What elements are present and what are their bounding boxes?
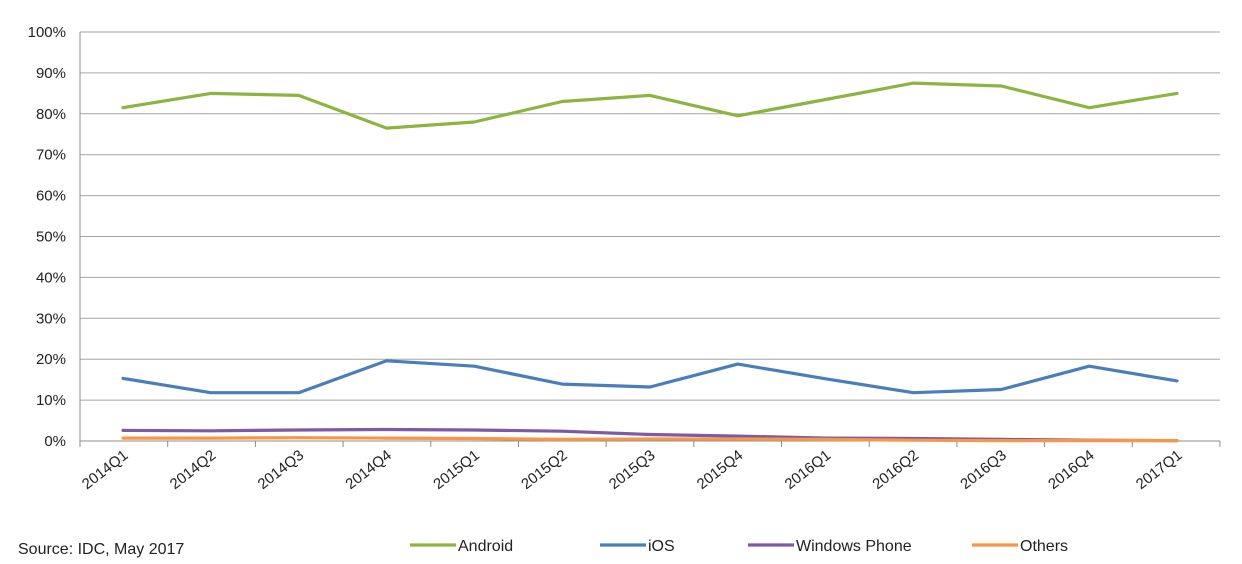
y-tick-label: 10%	[36, 392, 66, 409]
y-tick-label: 60%	[36, 188, 66, 205]
y-tick-label: 30%	[36, 310, 66, 327]
y-tick-label: 90%	[36, 65, 66, 82]
legend-label-android: Android	[458, 538, 513, 555]
x-tick-labels: 2014Q1 2014Q2 2014Q3 2014Q4 2015Q1 2015Q2 2015…	[79, 447, 1186, 493]
x-tick-label: 2017Q1	[1133, 447, 1186, 493]
y-tick-label: 100%	[28, 24, 66, 41]
x-tick-label: 2015Q2	[518, 447, 571, 493]
series-lines	[121, 81, 1179, 443]
legend-label-others: Others	[1020, 538, 1068, 555]
source-note: Source: IDC, May 2017	[18, 541, 184, 558]
legend-label-windows-phone: Windows Phone	[796, 538, 912, 555]
y-tick-labels: 0% 10% 20% 30% 40% 50% 60% 70% 80% 90% 100%	[28, 24, 66, 450]
x-tick-label: 2016Q4	[1045, 447, 1098, 493]
x-tick-label: 2014Q3	[255, 447, 308, 493]
series-line-android	[121, 81, 1179, 130]
y-tick-label: 70%	[36, 147, 66, 164]
series-line-others	[121, 436, 1179, 443]
x-tick-label: 2015Q1	[430, 447, 483, 493]
y-tick-label: 50%	[36, 229, 66, 246]
x-tick-label: 2015Q3	[606, 447, 659, 493]
x-tick-label: 2014Q4	[342, 447, 395, 493]
x-tick-label: 2016Q2	[869, 447, 922, 493]
y-tick-label: 80%	[36, 106, 66, 123]
y-tick-label: 40%	[36, 269, 66, 286]
y-tick-label: 0%	[44, 433, 66, 450]
x-tick-label: 2015Q4	[694, 447, 747, 493]
x-tick-label: 2014Q2	[167, 447, 220, 493]
x-tick-label: 2014Q1	[79, 447, 132, 493]
series-line-ios	[121, 359, 1179, 395]
y-tick-label: 20%	[36, 351, 66, 368]
legend-label-ios: iOS	[648, 538, 675, 555]
x-tick-label: 2016Q3	[957, 447, 1010, 493]
gridlines	[80, 31, 1220, 442]
x-tick-label: 2016Q1	[782, 447, 835, 493]
legend: Android iOS Windows Phone Others	[410, 538, 1068, 555]
